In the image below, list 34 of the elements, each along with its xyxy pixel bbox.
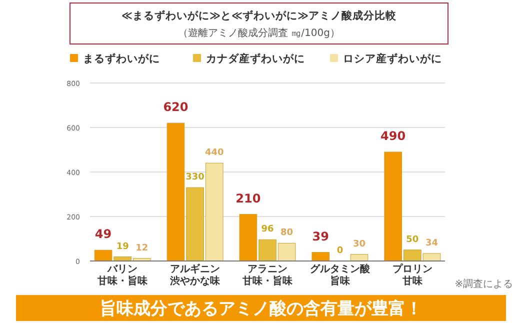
data-label: 80 [280, 228, 294, 238]
bar [312, 252, 330, 262]
text: 旨味 [330, 275, 351, 287]
data-label: 19 [116, 242, 129, 252]
data-label: 12 [136, 243, 148, 254]
data-label: 0 [336, 246, 344, 256]
x-tick-label: プロリン [392, 263, 432, 275]
x-tick-label: アルギニン [170, 263, 220, 275]
data-label: 330 [186, 172, 204, 183]
text: 旨味成分であるアミノ酸の含有量が豊富！ [100, 299, 422, 319]
data-label: 34 [425, 238, 438, 248]
data-label: 210 [236, 191, 261, 206]
data-label: 96 [261, 224, 274, 235]
legend-label: ロシア産ずわいがに [343, 52, 442, 65]
data-label: 440 [204, 148, 224, 158]
x-tick-label: アラニン [248, 264, 288, 275]
data-label: 49 [94, 227, 112, 242]
bar [350, 254, 368, 262]
x-tick-label: グルタミン酸 [310, 263, 371, 275]
text: 甘味・旨味 [242, 275, 294, 287]
data-label: 39 [312, 229, 329, 244]
legend-label: まるずわいがに [83, 52, 160, 65]
legend-label: カナダ産ずわいがに [206, 52, 305, 65]
chart-subtitle: （遊離アミノ酸成分調査 ㎎/100g） [178, 27, 340, 39]
text: 渋やかな味 [169, 275, 222, 287]
data-label: 50 [406, 234, 419, 245]
x-tick-label: バリン [106, 264, 138, 275]
data-label: 490 [380, 128, 406, 143]
data-label: 620 [163, 100, 188, 114]
text: ※調査による [454, 278, 514, 290]
data-label: 30 [353, 239, 366, 250]
text: 甘味・旨味 [96, 275, 149, 287]
text: 甘味 [401, 275, 424, 287]
chart-title: ≪まるずわいがに≫と≪ずわいがに≫アミノ酸成分比較 [122, 9, 398, 22]
